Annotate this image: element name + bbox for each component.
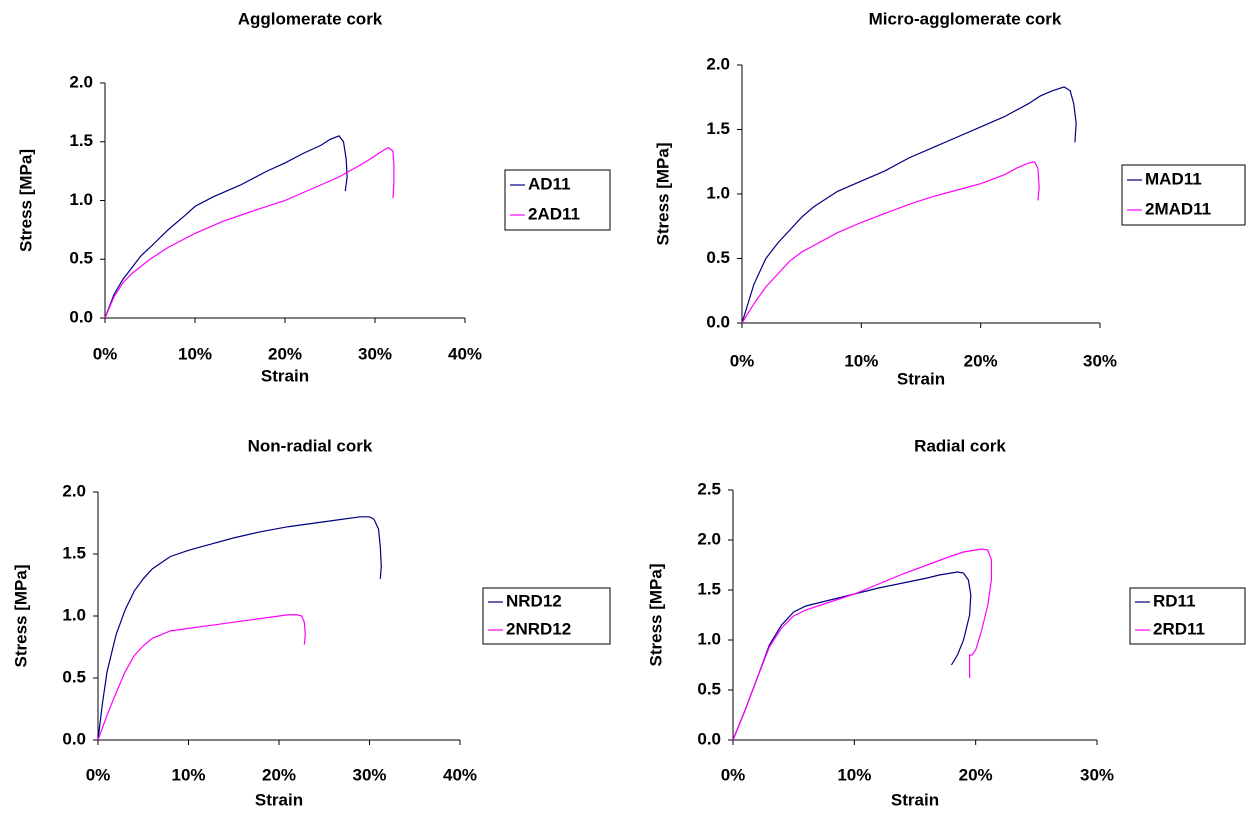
data-line: [104, 146, 395, 319]
subplot: 0.0 0.5 1.0 1.5 2.0 2.5 0% 10% 20% 30% Radial cork…: [646, 436, 1246, 809]
legend-label: 2MAD11: [1145, 199, 1211, 218]
data-line: [97, 614, 306, 741]
legend-box: [1121, 164, 1246, 226]
y-tick-label: 1.5: [62, 543, 86, 562]
x-tick-label: 30%: [358, 344, 392, 363]
subplot: 0.0 0.5 1.0 1.5 2.0 0% 10% 20% 30% 40% Agglomerate…: [16, 9, 611, 385]
x-tick-label: 30%: [1080, 765, 1114, 784]
legend-label: RD11: [1153, 591, 1196, 610]
legend-label: 2NRD12: [506, 619, 571, 638]
x-tick-label: 0%: [86, 765, 111, 784]
legend-label: AD11: [528, 174, 571, 193]
x-tick-label: 20%: [964, 351, 998, 370]
y-tick-label: 1.0: [69, 190, 93, 209]
subplot: 0.0 0.5 1.0 1.5 2.0 0% 10% 20% 30% 40% Non-radial …: [11, 436, 611, 809]
y-tick-label: 2.0: [706, 54, 730, 73]
x-axis-label: Strain: [255, 790, 303, 809]
chart-title: Agglomerate cork: [238, 9, 383, 28]
chart-title: Non-radial cork: [248, 436, 373, 455]
y-axis-label: Stress [MPa]: [11, 565, 30, 668]
x-tick-label: 30%: [352, 765, 386, 784]
data-line: [732, 571, 972, 741]
x-tick-label: 0%: [730, 351, 755, 370]
legend-label: 2RD11: [1153, 619, 1205, 638]
y-tick-label: 1.0: [706, 183, 730, 202]
x-tick-label: 20%: [262, 765, 296, 784]
x-tick-label: 10%: [844, 351, 878, 370]
x-tick-label: 10%: [837, 765, 871, 784]
x-axis-label: Strain: [261, 366, 309, 385]
y-tick-label: 0.5: [62, 667, 86, 686]
y-tick-label: 0.0: [697, 729, 721, 748]
x-axis-label: Strain: [897, 369, 945, 388]
y-axis-label: Stress [MPa]: [646, 564, 665, 667]
legend-label: MAD11: [1145, 169, 1202, 188]
y-tick-label: 1.5: [706, 119, 730, 138]
data-line: [97, 516, 382, 741]
y-tick-label: 1.0: [62, 605, 86, 624]
y-tick-label: 1.5: [697, 579, 721, 598]
data-line: [741, 86, 1077, 324]
chart-title: Micro-agglomerate cork: [869, 9, 1062, 28]
y-tick-label: 2.0: [69, 72, 93, 91]
subplot: 0.0 0.5 1.0 1.5 2.0 0% 10% 20% 30% Micro-agglomer…: [653, 9, 1246, 388]
y-tick-label: 0.0: [62, 729, 86, 748]
x-tick-label: 40%: [448, 344, 482, 363]
legend-box: [504, 169, 611, 231]
y-tick-label: 0.5: [697, 679, 721, 698]
y-tick-label: 0.0: [706, 312, 730, 331]
legend-label: 2AD11: [528, 204, 580, 223]
x-tick-label: 10%: [171, 765, 205, 784]
data-line: [732, 548, 993, 741]
data-line: [104, 135, 348, 319]
y-tick-label: 2.5: [697, 479, 721, 498]
x-axis-label: Strain: [891, 790, 939, 809]
legend-box: [482, 587, 611, 645]
x-tick-label: 10%: [178, 344, 212, 363]
y-tick-label: 0.0: [69, 307, 93, 326]
legend-box: [1129, 587, 1246, 645]
x-tick-label: 30%: [1083, 351, 1117, 370]
y-axis-label: Stress [MPa]: [653, 143, 672, 246]
legend-label: NRD12: [506, 591, 562, 610]
x-tick-label: 0%: [721, 765, 746, 784]
y-tick-label: 0.5: [706, 248, 730, 267]
y-axis-label: Stress [MPa]: [16, 149, 35, 252]
data-line: [741, 161, 1040, 324]
x-tick-label: 20%: [268, 344, 302, 363]
y-tick-label: 2.0: [62, 481, 86, 500]
y-tick-label: 1.0: [697, 629, 721, 648]
y-tick-label: 0.5: [69, 249, 93, 268]
x-tick-label: 40%: [443, 765, 477, 784]
y-tick-label: 1.5: [69, 131, 93, 150]
x-tick-label: 0%: [93, 344, 118, 363]
y-tick-label: 2.0: [697, 529, 721, 548]
chart-title: Radial cork: [914, 436, 1006, 455]
x-tick-label: 20%: [959, 765, 993, 784]
